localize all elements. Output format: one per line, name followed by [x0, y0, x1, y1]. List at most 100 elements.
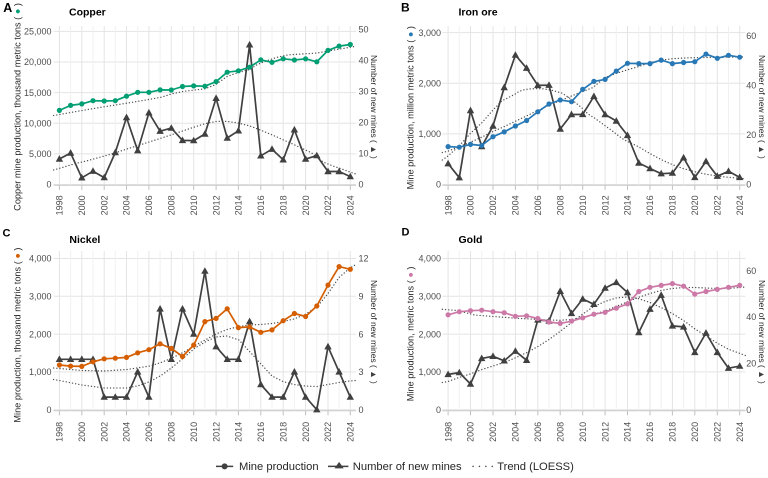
svg-text:2010: 2010 — [189, 195, 199, 215]
svg-text:2024: 2024 — [735, 195, 745, 215]
svg-text:2002: 2002 — [488, 422, 498, 442]
svg-text:2020: 2020 — [301, 422, 311, 442]
svg-text:0: 0 — [46, 405, 51, 415]
svg-text:Iron ore: Iron ore — [459, 7, 498, 19]
svg-text:3: 3 — [359, 367, 364, 377]
svg-text:C: C — [3, 227, 11, 239]
svg-text:Copper mine production, thousa: Copper mine production, thousand metric … — [13, 3, 23, 211]
svg-text:2000: 2000 — [466, 422, 476, 442]
svg-text:5,000: 5,000 — [29, 149, 52, 159]
svg-text:2024: 2024 — [735, 422, 745, 442]
svg-text:2020: 2020 — [301, 195, 311, 215]
svg-text:2022: 2022 — [323, 422, 333, 442]
svg-text:2018: 2018 — [278, 195, 288, 215]
svg-text:2006: 2006 — [533, 422, 543, 442]
svg-text:20,000: 20,000 — [24, 57, 52, 67]
svg-text:A: A — [3, 1, 12, 15]
svg-text:Gold: Gold — [459, 234, 483, 246]
svg-text:2012: 2012 — [600, 195, 610, 215]
svg-text:20: 20 — [746, 130, 756, 140]
svg-text:2000: 2000 — [466, 195, 476, 215]
svg-text:2004: 2004 — [511, 195, 521, 215]
svg-text:2010: 2010 — [189, 422, 199, 442]
svg-text:4,000: 4,000 — [29, 254, 52, 264]
svg-text:2008: 2008 — [167, 422, 177, 442]
svg-text:2018: 2018 — [668, 195, 678, 215]
svg-text:2012: 2012 — [600, 422, 610, 442]
svg-text:15,000: 15,000 — [24, 88, 52, 98]
svg-text:2014: 2014 — [234, 422, 244, 442]
svg-text:1998: 1998 — [443, 422, 453, 442]
svg-text:6: 6 — [359, 329, 364, 339]
svg-text:2014: 2014 — [623, 195, 633, 215]
svg-text:30: 30 — [359, 87, 369, 97]
svg-text:9: 9 — [359, 291, 364, 301]
svg-text:2018: 2018 — [668, 422, 678, 442]
svg-text:0: 0 — [746, 405, 751, 415]
svg-text:Number of new mines: Number of new mines — [353, 461, 462, 473]
svg-text:60: 60 — [746, 266, 756, 276]
svg-text:40: 40 — [359, 56, 369, 66]
svg-text:Mine production, thousand metr: Mine production, thousand metric tons ( … — [13, 248, 23, 423]
svg-text:20: 20 — [746, 359, 756, 369]
svg-text:40: 40 — [746, 312, 756, 322]
svg-text:20: 20 — [359, 118, 369, 128]
svg-text:1,000: 1,000 — [418, 129, 441, 139]
svg-text:10: 10 — [359, 149, 369, 159]
svg-text:2004: 2004 — [511, 422, 521, 442]
svg-text:2016: 2016 — [256, 422, 266, 442]
svg-text:60: 60 — [746, 31, 756, 41]
svg-text:2016: 2016 — [645, 422, 655, 442]
svg-text:Mine production, metric tons (: Mine production, metric tons ( ● ) — [405, 267, 415, 402]
svg-text:2022: 2022 — [713, 422, 723, 442]
svg-text:25,000: 25,000 — [24, 27, 52, 37]
svg-text:2000: 2000 — [77, 422, 87, 442]
svg-text:2012: 2012 — [211, 422, 221, 442]
svg-text:0: 0 — [746, 180, 751, 190]
svg-text:2,000: 2,000 — [418, 329, 441, 339]
svg-text:2006: 2006 — [533, 195, 543, 215]
svg-text:Mine production: Mine production — [239, 461, 319, 473]
svg-text:10,000: 10,000 — [24, 119, 52, 129]
svg-text:50: 50 — [359, 25, 369, 35]
svg-text:0: 0 — [436, 405, 441, 415]
svg-text:2012: 2012 — [211, 195, 221, 215]
svg-text:Number of new mines ( ▲ ): Number of new mines ( ▲ ) — [369, 55, 379, 159]
svg-text:2004: 2004 — [122, 422, 132, 442]
svg-text:2024: 2024 — [346, 195, 356, 215]
svg-text:0: 0 — [359, 405, 364, 415]
svg-text:2002: 2002 — [488, 195, 498, 215]
svg-text:Copper: Copper — [69, 7, 106, 19]
svg-text:2022: 2022 — [323, 195, 333, 215]
svg-text:2000: 2000 — [77, 195, 87, 215]
svg-text:2016: 2016 — [256, 195, 266, 215]
svg-text:2016: 2016 — [645, 195, 655, 215]
svg-text:2,000: 2,000 — [418, 78, 441, 88]
svg-text:2020: 2020 — [690, 195, 700, 215]
svg-text:2006: 2006 — [144, 195, 154, 215]
svg-text:3,000: 3,000 — [29, 291, 52, 301]
svg-text:2024: 2024 — [346, 422, 356, 442]
svg-text:0: 0 — [436, 180, 441, 190]
svg-text:2006: 2006 — [144, 422, 154, 442]
svg-text:2008: 2008 — [167, 195, 177, 215]
svg-text:0: 0 — [46, 180, 51, 190]
svg-text:2002: 2002 — [99, 195, 109, 215]
svg-text:Number of new mines ( ▲ ): Number of new mines ( ▲ ) — [369, 280, 379, 384]
svg-text:Number of new mines ( ▲ ): Number of new mines ( ▲ ) — [757, 55, 767, 159]
svg-text:3,000: 3,000 — [418, 28, 441, 38]
svg-text:2014: 2014 — [623, 422, 633, 442]
svg-text:2020: 2020 — [690, 422, 700, 442]
svg-text:Number of new mines ( ▲ ): Number of new mines ( ▲ ) — [757, 280, 767, 384]
svg-text:4,000: 4,000 — [418, 254, 441, 264]
svg-text:12: 12 — [359, 254, 369, 264]
svg-text:2018: 2018 — [278, 422, 288, 442]
svg-text:2008: 2008 — [556, 422, 566, 442]
svg-text:Trend (LOESS): Trend (LOESS) — [497, 461, 574, 473]
svg-text:2010: 2010 — [578, 195, 588, 215]
svg-text:2010: 2010 — [578, 422, 588, 442]
svg-text:Mine production, million metri: Mine production, million metric tons ( ●… — [405, 26, 415, 189]
svg-text:1998: 1998 — [55, 422, 65, 442]
svg-text:1998: 1998 — [55, 195, 65, 215]
svg-text:0: 0 — [359, 180, 364, 190]
